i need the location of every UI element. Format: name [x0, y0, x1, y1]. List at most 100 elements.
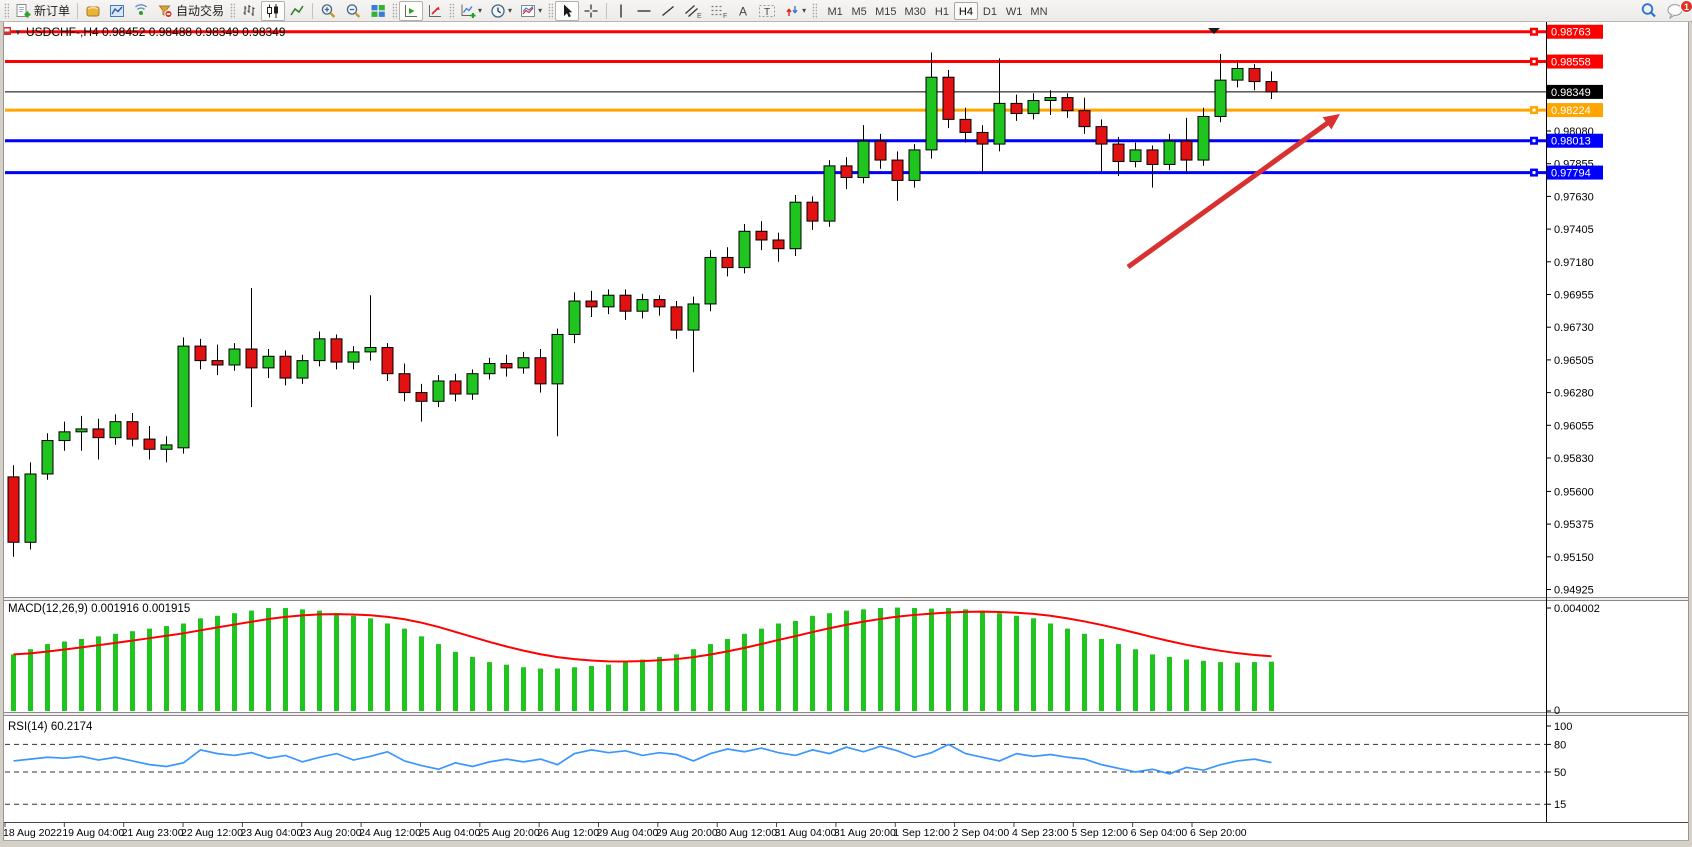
tab-timeframe-d1[interactable]: D1 — [978, 2, 1002, 20]
svg-text:26 Aug 12:00: 26 Aug 12:00 — [537, 827, 599, 839]
auto-trading-button[interactable]: 自动交易 — [153, 1, 228, 21]
svg-text:0.95830: 0.95830 — [1554, 453, 1594, 465]
svg-text:0.97180: 0.97180 — [1554, 257, 1594, 269]
equidistant-channel-button[interactable]: E — [680, 1, 706, 21]
svg-text:0.97630: 0.97630 — [1554, 191, 1594, 203]
templates-button[interactable]: ▾ — [516, 1, 546, 21]
tab-timeframe-m30[interactable]: M30 — [901, 2, 930, 20]
svg-text:15: 15 — [1554, 799, 1566, 811]
svg-text:0.98763: 0.98763 — [1551, 27, 1591, 39]
svg-text:0.97405: 0.97405 — [1554, 224, 1594, 236]
tab-timeframe-m5[interactable]: M5 — [847, 2, 871, 20]
separator — [77, 2, 79, 19]
line-chart-button[interactable] — [285, 1, 309, 21]
auto-trading-icon — [158, 5, 173, 18]
svg-text:25 Aug 20:00: 25 Aug 20:00 — [478, 827, 540, 839]
svg-text:23 Aug 04:00: 23 Aug 04:00 — [240, 827, 302, 839]
vertical-line-button[interactable] — [610, 1, 632, 21]
auto-scroll-icon — [405, 4, 418, 17]
svg-text:21 Aug 23:00: 21 Aug 23:00 — [122, 827, 184, 839]
indicators-button[interactable]: ▾ — [456, 1, 486, 21]
chart-title: ▼ USDCHF-,H4 0.98452 0.98488 0.98349 0.98… — [3, 25, 286, 39]
auto-trading-label: 自动交易 — [176, 4, 225, 18]
clock-icon — [491, 3, 505, 18]
arrows-icon — [786, 5, 798, 16]
level-lines — [5, 27, 1546, 177]
candles — [7, 52, 1278, 557]
timeframe-toolbar: M1 M5 M15 M30 H1 H4 D1 W1 MN — [823, 1, 1051, 20]
crosshair-button[interactable] — [579, 1, 603, 21]
text-label-button[interactable]: T — [754, 1, 780, 21]
dropdown-caret: ▾ — [802, 6, 807, 15]
signals-button[interactable] — [129, 1, 153, 21]
cursor-button[interactable] — [555, 0, 580, 21]
dropdown-caret: ▾ — [538, 6, 543, 15]
zoom-in-icon — [321, 3, 336, 18]
separator — [606, 2, 608, 19]
candlestick-chart-icon — [267, 3, 279, 18]
tab-timeframe-h1[interactable]: H1 — [930, 2, 954, 20]
horizontal-line-button[interactable] — [632, 1, 656, 21]
dropdown-caret: ▾ — [478, 6, 483, 15]
fibonacci-button[interactable]: F — [706, 1, 732, 21]
chart-window: 0.98080 0.97855 0.97630 0.97405 0.97180 0.969… — [0, 22, 1692, 847]
market-watch-button[interactable] — [81, 1, 105, 21]
toolbar-grip — [548, 2, 554, 19]
tab-timeframe-h4[interactable]: H4 — [953, 1, 978, 20]
svg-text:A: A — [739, 4, 747, 18]
crosshair-icon — [584, 4, 598, 17]
tab-timeframe-w1[interactable]: W1 — [1002, 2, 1027, 20]
svg-text:1 Sep 12:00: 1 Sep 12:00 — [893, 827, 950, 839]
toolbar-grip — [449, 2, 455, 19]
price-chart[interactable]: 0.980800.978550.976300.974050.971800.969… — [0, 22, 1692, 847]
svg-text:29 Aug 04:00: 29 Aug 04:00 — [597, 827, 659, 839]
tile-windows-icon — [371, 4, 385, 17]
tab-timeframe-mn[interactable]: MN — [1026, 2, 1051, 20]
pane-frames — [0, 22, 1692, 847]
auto-scroll-button[interactable] — [399, 0, 424, 21]
template-icon — [521, 4, 536, 17]
svg-text:0.96280: 0.96280 — [1554, 388, 1594, 400]
zoom-in-button[interactable] — [316, 1, 341, 21]
line-chart-icon — [290, 5, 304, 15]
trendline-button[interactable] — [656, 1, 680, 21]
chart-shift-icon — [429, 4, 442, 17]
shift-marker — [1208, 28, 1220, 34]
svg-text:23 Aug 20:00: 23 Aug 20:00 — [300, 827, 362, 839]
svg-text:0.94925: 0.94925 — [1554, 585, 1594, 597]
svg-text:0.96730: 0.96730 — [1554, 322, 1594, 334]
notifications-button[interactable]: 1 — [1662, 0, 1692, 21]
zoom-out-button[interactable] — [341, 1, 366, 21]
svg-text:0.96505: 0.96505 — [1554, 355, 1594, 367]
cursor-icon — [564, 4, 573, 17]
bar-chart-button[interactable] — [237, 1, 261, 21]
svg-text:25 Aug 04:00: 25 Aug 04:00 — [418, 827, 480, 839]
arrows-button[interactable]: ▾ — [780, 1, 810, 21]
fibonacci-icon: F — [711, 5, 727, 19]
chart-shift-button[interactable] — [423, 1, 447, 21]
tile-windows-button[interactable] — [366, 1, 390, 21]
periods-button[interactable]: ▾ — [486, 1, 516, 21]
svg-text:18 Aug 2022: 18 Aug 2022 — [3, 827, 62, 839]
chat-bubble-icon — [1667, 4, 1683, 19]
toolbar-grip — [230, 2, 236, 19]
svg-text:19 Aug 04:00: 19 Aug 04:00 — [62, 827, 124, 839]
svg-text:6 Sep 20:00: 6 Sep 20:00 — [1190, 827, 1247, 839]
search-button[interactable] — [1636, 1, 1662, 21]
svg-text:2 Sep 04:00: 2 Sep 04:00 — [953, 827, 1010, 839]
text-button[interactable]: A — [732, 1, 754, 21]
svg-text:▼: ▼ — [14, 28, 22, 37]
tab-timeframe-m1[interactable]: M1 — [823, 2, 847, 20]
separator — [312, 2, 314, 19]
svg-text:0.95600: 0.95600 — [1554, 486, 1594, 498]
tab-timeframe-m15[interactable]: M15 — [871, 2, 900, 20]
svg-text:0: 0 — [1554, 705, 1560, 717]
bar-chart-icon — [243, 4, 255, 16]
candlestick-chart-button[interactable] — [261, 0, 286, 21]
search-icon — [1641, 3, 1656, 18]
new-order-button[interactable]: 新订单 — [11, 1, 74, 21]
new-order-icon — [16, 3, 31, 17]
chart-window-button[interactable] — [105, 1, 129, 21]
gold-box-icon — [86, 6, 100, 16]
price-axis: 0.980800.978550.976300.974050.971800.969… — [1546, 126, 1594, 597]
